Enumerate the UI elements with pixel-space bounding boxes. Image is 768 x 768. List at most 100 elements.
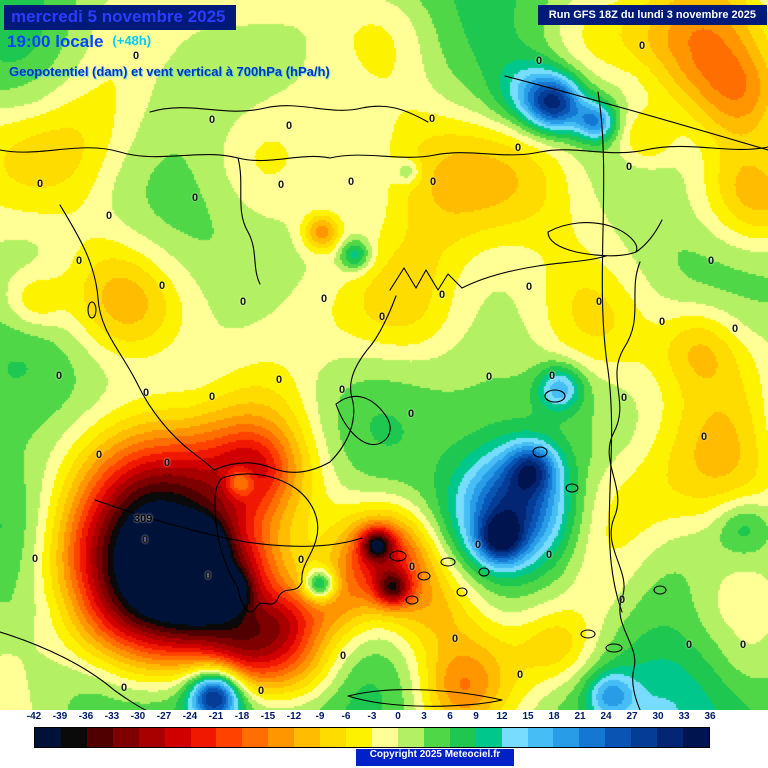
colorbar-cell [397,728,424,747]
colorbar-tick: 18 [548,711,560,722]
zero-contour-label: 0 [686,639,693,651]
zero-contour-label: 0 [348,176,355,188]
colorbar-cell [60,728,87,747]
zero-contour-label: 0 [626,161,633,173]
zero-contour-label: 0 [106,210,113,222]
zero-contour-label: 0 [536,55,543,67]
zero-contour-label: 0 [517,669,524,681]
colorbar-cell [527,728,554,747]
zero-contour-label: 0 [526,281,533,293]
colorbar-tick: 21 [574,711,586,722]
colorbar-cell [216,728,243,747]
colorbar-cell [423,728,450,747]
zero-contour-label: 0 [408,408,415,420]
zero-contour-label: 0 [159,280,166,292]
copyright-label: Copyright 2025 Meteociel.fr [356,749,514,766]
vertical-velocity-field-map [0,0,768,710]
zero-contour-label: 0 [209,391,216,403]
colorbar-cell [501,728,528,747]
zero-contour-label: 0 [515,142,522,154]
colorbar-cell [294,728,321,747]
zero-contour-label: 0 [278,179,285,191]
colorbar-tick: 27 [626,711,638,722]
colorbar-cell [553,728,580,747]
zero-contour-label: 0 [619,594,626,606]
zero-contour-label: 0 [209,114,216,126]
colorbar-tick: -21 [208,711,224,722]
zero-contour-label: 0 [286,120,293,132]
colorbar-tick: -3 [367,711,377,722]
zero-contour-label: 0 [240,296,247,308]
colorbar-cell [86,728,113,747]
time-line: 19:00 locale (+48h) [7,32,151,52]
zero-contour-label: 0 [32,553,39,565]
colorbar-tick: 9 [473,711,479,722]
colorbar-tick: 33 [678,711,690,722]
zero-contour-label: 0 [549,370,556,382]
colorbar-cell [320,728,347,747]
date-label: mercredi 5 novembre 2025 [4,5,236,30]
colorbar-cell [657,728,684,747]
colorbar-cell [190,728,217,747]
zero-contour-label: 0 [379,311,386,323]
forecast-offset-label: (+48h) [112,33,152,48]
colorbar-cell [605,728,632,747]
colorbar-cell [346,728,372,747]
colorbar-tick: 24 [600,711,612,722]
zero-contour-label: 0 [475,539,482,551]
zero-contour-label: 0 [439,289,446,301]
colorbar-cell [579,728,606,747]
colorbar-cell [268,728,295,747]
zero-contour-label: 0 [596,296,603,308]
zero-contour-label: 0 [133,50,140,62]
colorbar-tick: 3 [421,711,427,722]
colorbar-tick: -9 [315,711,325,722]
zero-contour-label: 0 [258,685,265,697]
colorbar-cell [242,728,269,747]
colorbar-ticks: -42 -39 -36 -33 -30 -27 -24 -21 -18 -15 -12 -9 -6 -3 0… [0,711,768,725]
zero-contour-label: 0 [321,293,328,305]
zero-contour-label: 0 [142,534,149,546]
colorbar-cell [164,728,191,747]
colorbar-tick: 15 [522,711,534,722]
colorbar-cell [683,728,709,747]
zero-contour-label: 0 [659,316,666,328]
zero-contour-label: 0 [339,384,346,396]
colorbar-tick: -24 [182,711,198,722]
zero-contour-label: 0 [430,176,437,188]
zero-contour-label: 0 [76,255,83,267]
zero-contour-label: 0 [298,554,305,566]
colorbar-tick: 0 [395,711,401,722]
zero-contour-label: 0 [740,639,747,651]
colorbar-tick: 12 [496,711,508,722]
zero-contour-label: 0 [621,392,628,404]
zero-contour-label: 0 [56,370,63,382]
colorbar-tick: 36 [704,711,716,722]
zero-contour-label: 0 [37,178,44,190]
zero-contour-label: 0 [409,561,416,573]
zero-contour-label: 0 [121,682,128,694]
colorbar-cell [475,728,502,747]
colorbar-tick: -12 [286,711,302,722]
colorbar-cell [35,728,61,747]
colorbar-cell [112,728,139,747]
colorbar-tick: -6 [341,711,351,722]
zero-contour-label: 0 [276,374,283,386]
colorbar-cell [631,728,658,747]
colorbar-tick: -42 [26,711,42,722]
zero-contour-label: 0 [143,387,150,399]
colorbar-tick: -27 [156,711,172,722]
zero-contour-label: 0 [732,323,739,335]
zero-contour-label: 0 [639,40,646,52]
zero-contour-label: 0 [192,192,199,204]
colorbar [34,727,710,748]
zero-contour-label: 0 [701,431,708,443]
zero-contour-label: 0 [452,633,459,645]
zero-contour-label: 0 [708,255,715,267]
colorbar-cell [449,728,476,747]
colorbar-cell [371,728,398,747]
map-subtitle: Geopotentiel (dam) et vent vertical à 70… [9,64,330,79]
zero-contour-label: 0 [546,549,553,561]
colorbar-tick: -15 [260,711,276,722]
